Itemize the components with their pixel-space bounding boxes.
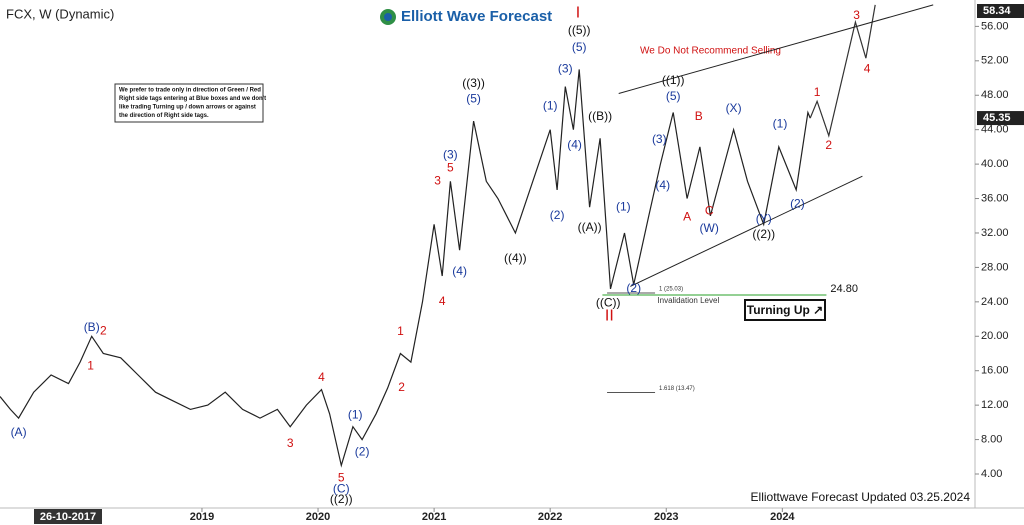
channel-line bbox=[630, 175, 863, 287]
x-tick-label: 2019 bbox=[190, 511, 214, 523]
y-tick-label: 4.00 bbox=[981, 468, 1002, 480]
wave-label: 2 bbox=[398, 380, 405, 394]
chart-title: FCX, W (Dynamic) bbox=[6, 6, 114, 21]
x-tick-label: 2024 bbox=[770, 511, 795, 523]
cursor-date-box bbox=[34, 509, 102, 524]
wave-label: ((3)) bbox=[462, 76, 485, 90]
wave-label: ((B)) bbox=[588, 109, 612, 123]
projection-line bbox=[809, 4, 876, 138]
x-tick-label: 2023 bbox=[654, 511, 678, 523]
disclaimer-line: We prefer to trade only in direction of … bbox=[119, 88, 261, 94]
y-tick-label: 48.00 bbox=[981, 89, 1009, 101]
x-tick-label: 2022 bbox=[538, 511, 562, 523]
wave-label: ((5)) bbox=[568, 23, 591, 37]
price-label: 45.35 bbox=[983, 112, 1011, 124]
wave-label: (5) bbox=[572, 40, 587, 54]
price-label-box bbox=[977, 4, 1024, 18]
y-tick-label: 40.00 bbox=[981, 158, 1009, 170]
wave-label: (2) bbox=[550, 208, 565, 222]
wave-label: ((2)) bbox=[330, 492, 353, 506]
badge-box bbox=[744, 299, 826, 321]
wave-label: C bbox=[705, 204, 714, 218]
y-tick-label: 36.00 bbox=[981, 192, 1009, 204]
y-tick-label: 12.00 bbox=[981, 399, 1009, 411]
y-tick-label: 56.00 bbox=[981, 20, 1009, 32]
warning: We Do Not Recommend Selling bbox=[640, 46, 781, 57]
wave-label: (2) bbox=[626, 281, 641, 295]
y-tick-label: 44.00 bbox=[981, 124, 1009, 136]
wave-label: 4 bbox=[864, 62, 871, 76]
wave-label: (1) bbox=[773, 117, 788, 131]
y-tick-label: 52.00 bbox=[981, 55, 1009, 67]
wave-label: 5 bbox=[447, 161, 454, 175]
y-tick-label: 20.00 bbox=[981, 330, 1009, 342]
y-tick-label: 32.00 bbox=[981, 227, 1009, 239]
wave-label: 2 bbox=[100, 323, 107, 337]
footer: Elliottwave Forecast Updated 03.25.2024 bbox=[751, 490, 971, 504]
y-tick-label: 24.00 bbox=[981, 296, 1009, 308]
price-label: 58.34 bbox=[983, 5, 1011, 17]
wave-label: A bbox=[683, 210, 691, 224]
wave-label: (5) bbox=[466, 92, 481, 106]
disclaimer-line: like trading Turning up / down arrows or… bbox=[119, 105, 256, 111]
wave-label: 1 bbox=[87, 359, 94, 373]
wave-label: 2 bbox=[825, 138, 832, 152]
disclaimer-line: the direction of Right side tags. bbox=[119, 113, 209, 119]
wave-label: (A) bbox=[11, 425, 27, 439]
wave-label: (3) bbox=[558, 62, 573, 76]
wave-label: (X) bbox=[726, 101, 742, 115]
wave-label: ((2)) bbox=[752, 227, 775, 241]
wave-label: (3) bbox=[443, 148, 458, 162]
wave-label: (4) bbox=[655, 178, 670, 192]
wave-label: B bbox=[695, 109, 703, 123]
wave-label: 1 bbox=[814, 85, 821, 99]
wave-label: 5 bbox=[338, 470, 345, 484]
x-tick-label: 2020 bbox=[306, 511, 330, 523]
wave-label: (1) bbox=[348, 408, 363, 422]
invalidation-value: 24.80 bbox=[830, 283, 858, 295]
wave-label: (C) bbox=[333, 482, 350, 496]
wave-label: ((4)) bbox=[504, 251, 527, 265]
y-tick-label: 8.00 bbox=[981, 433, 1002, 445]
y-tick-label: 28.00 bbox=[981, 261, 1009, 273]
wave-label: 4 bbox=[439, 294, 446, 308]
wave-label: (5) bbox=[666, 89, 681, 103]
y-tick-label: 16.00 bbox=[981, 365, 1009, 377]
wave-label: (B) bbox=[84, 320, 100, 334]
wave-label: ((C)) bbox=[596, 296, 621, 310]
disclaimer-box bbox=[114, 83, 264, 123]
wave-label: 3 bbox=[853, 8, 860, 22]
badge: Turning Up ↗ bbox=[747, 303, 823, 317]
price-line bbox=[0, 69, 811, 468]
wave-label: 3 bbox=[434, 174, 441, 188]
fib-label: 1.618 (13.47) bbox=[659, 386, 695, 392]
price-label-box bbox=[977, 111, 1024, 126]
wave-label: I bbox=[576, 5, 580, 22]
disclaimer: We prefer to trade only in direction of … bbox=[119, 88, 266, 120]
wave-label: ((A)) bbox=[578, 220, 602, 234]
wave-label: 1 bbox=[397, 324, 404, 338]
wave-label: (3) bbox=[652, 132, 667, 146]
wave-label: 3 bbox=[287, 436, 294, 450]
wave-label: II bbox=[605, 308, 614, 325]
fib-label: 1 (25.03) bbox=[659, 287, 683, 293]
cursor-date: 26-10-2017 bbox=[40, 511, 96, 523]
wave-label: ((1)) bbox=[662, 73, 685, 87]
x-tick-label: 2021 bbox=[422, 511, 446, 523]
wave-label: (4) bbox=[567, 137, 582, 151]
wave-label: (Y) bbox=[756, 211, 772, 225]
disclaimer-line: Right side tags entering at Blue boxes a… bbox=[119, 96, 266, 102]
wave-label: 4 bbox=[318, 370, 325, 384]
invalidation-text: Invalidation Level bbox=[657, 296, 719, 305]
wave-label: (W) bbox=[700, 221, 719, 235]
wave-label: (4) bbox=[452, 264, 467, 278]
channel-line bbox=[618, 4, 934, 94]
brand: Elliott Wave Forecast bbox=[401, 8, 552, 25]
wave-label: (1) bbox=[616, 199, 631, 213]
wave-label: (1) bbox=[543, 99, 558, 113]
wave-label: (2) bbox=[355, 445, 370, 459]
wave-label: (2) bbox=[790, 197, 805, 211]
logo-icon-inner bbox=[384, 13, 392, 21]
